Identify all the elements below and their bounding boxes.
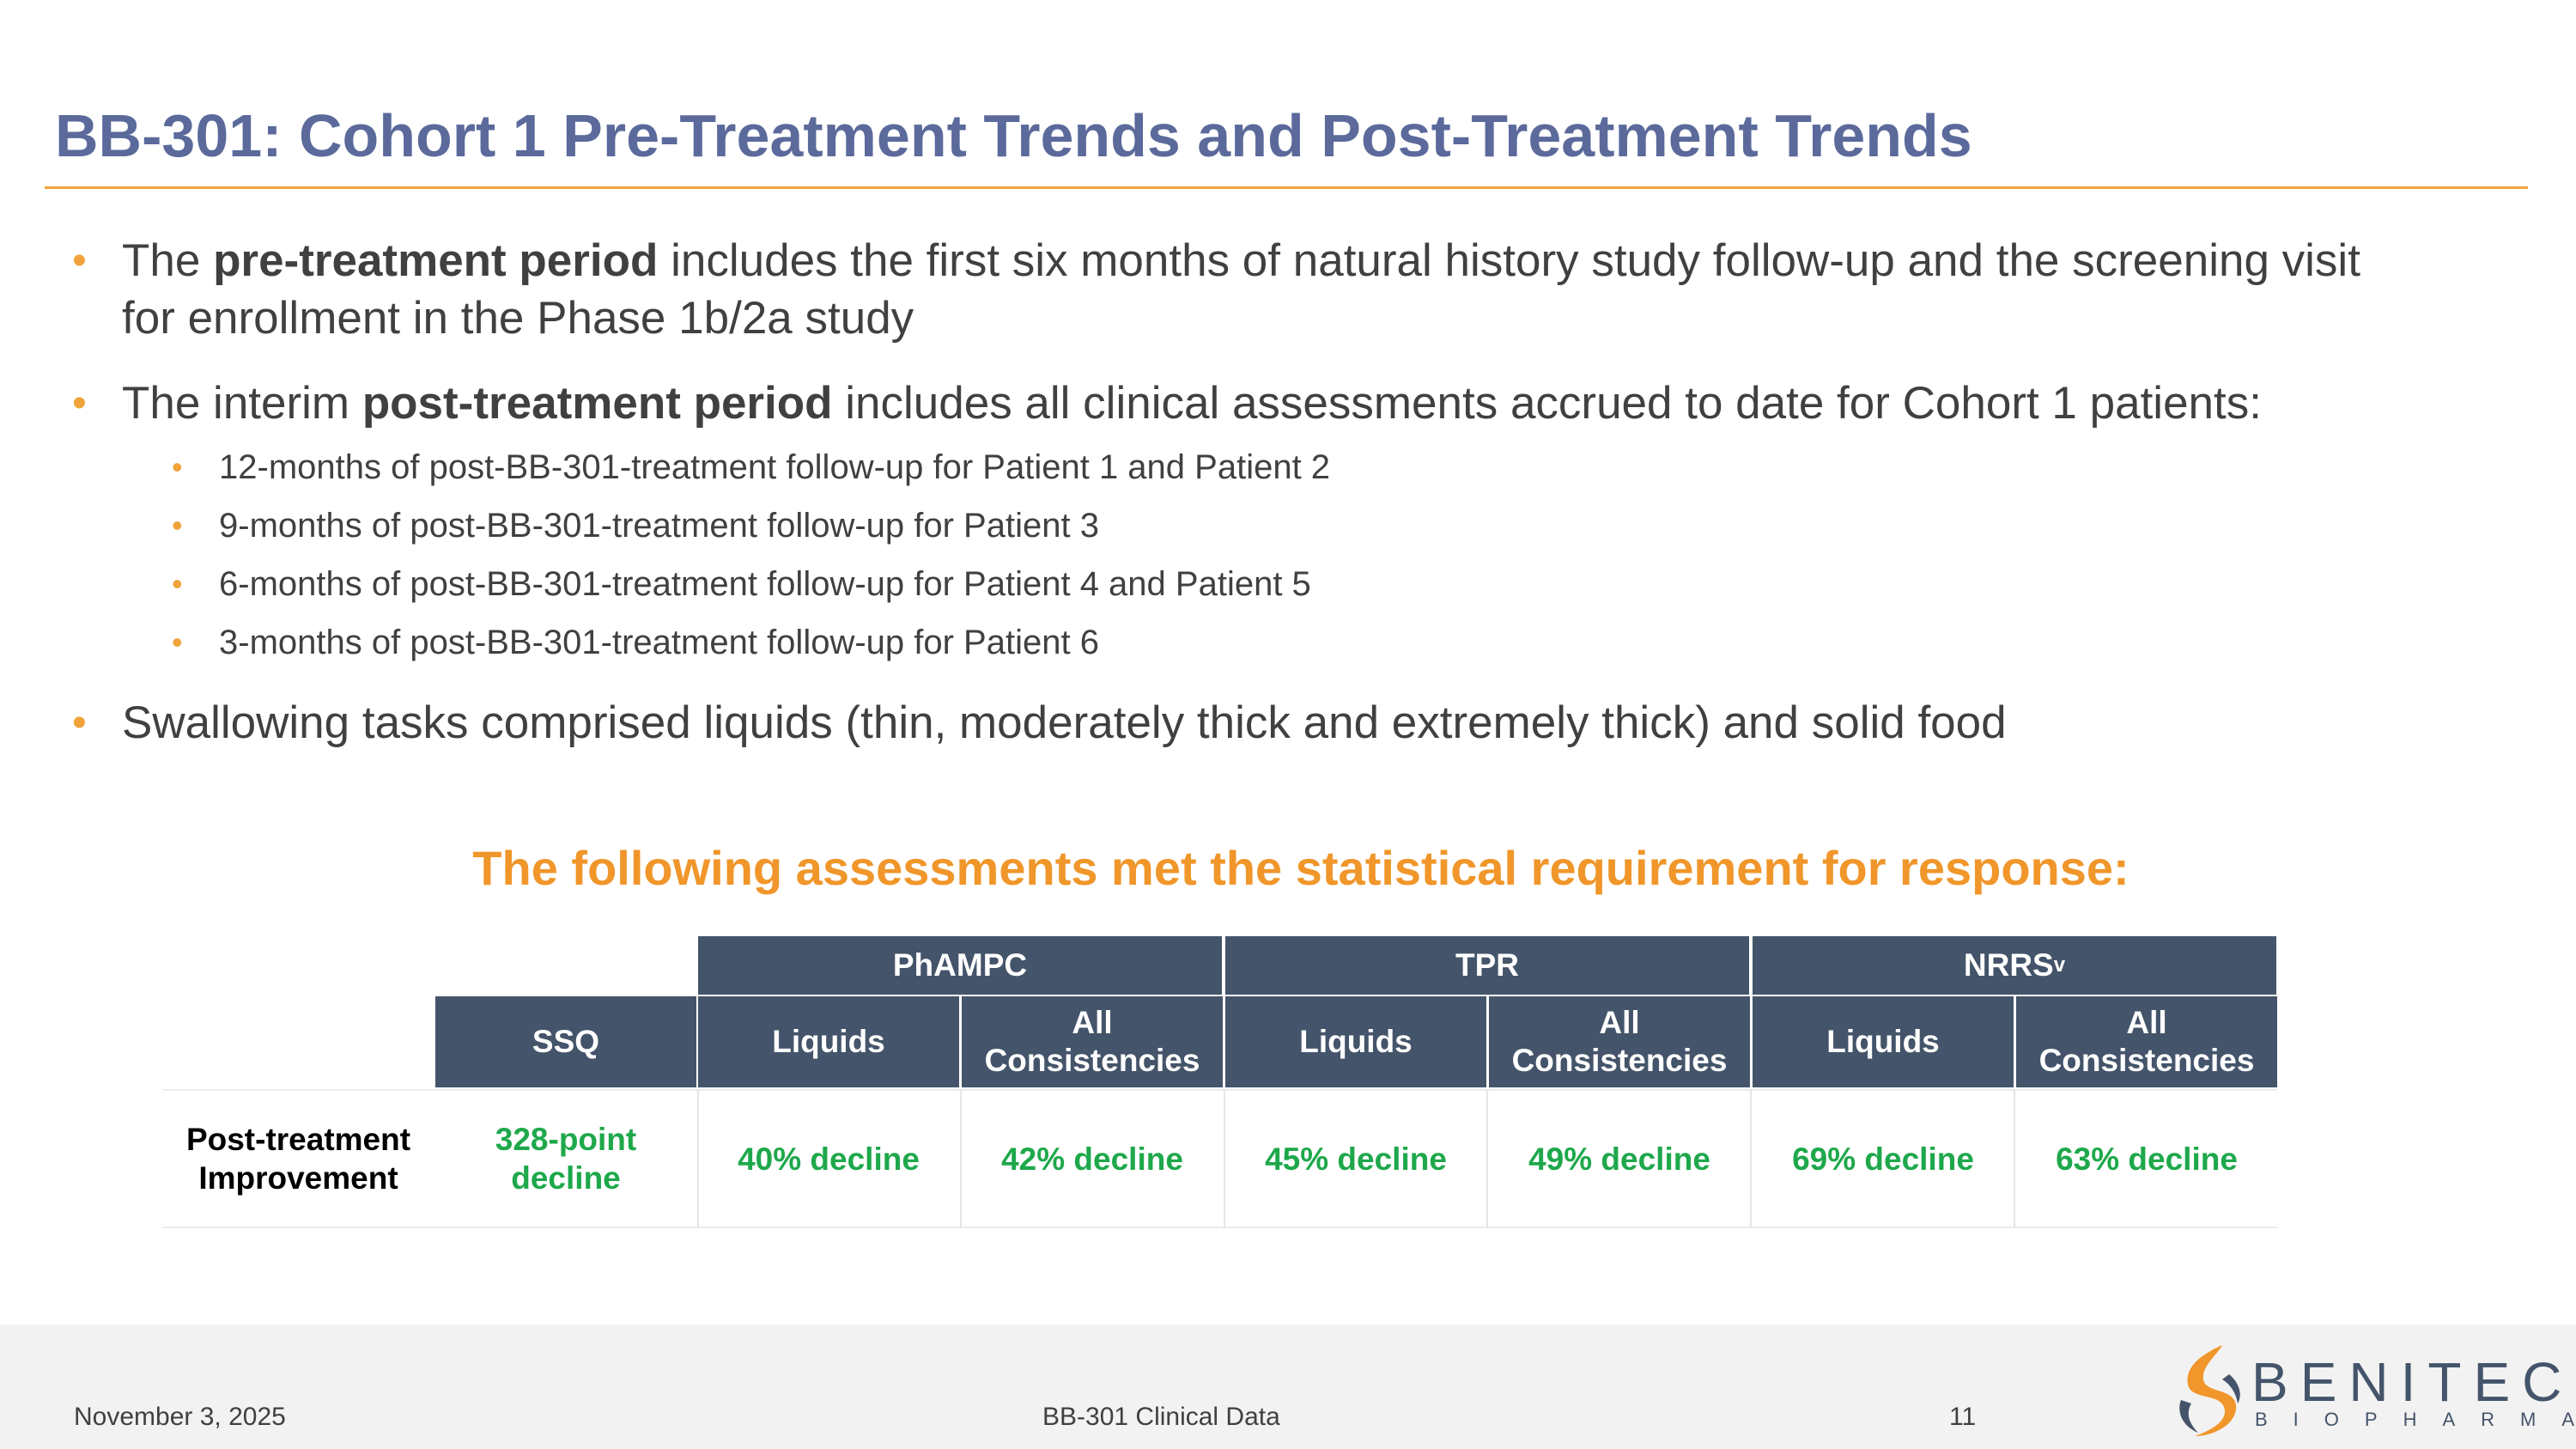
logo-subtitle: BIOPHARMA [2255, 1409, 2576, 1430]
footer-date: November 3, 2025 [74, 1403, 286, 1431]
table-divider [1750, 1089, 1752, 1228]
table-divider [2014, 1089, 2015, 1228]
bullet-dot-icon: • [72, 238, 87, 283]
sub-bullet: • 3-months of post-BB-301-treatment foll… [172, 621, 2366, 664]
benitec-logo-icon [2169, 1340, 2251, 1446]
bullet-dot-icon: • [172, 566, 183, 601]
bullet-dot-icon: • [72, 700, 87, 746]
page-number: 11 [1949, 1403, 1977, 1431]
col-header-tpr-all: All Consistencies [1487, 995, 1752, 1089]
bullet-dot-icon: • [172, 624, 183, 660]
col-header-ssq: SSQ [434, 995, 698, 1089]
title-underline [45, 186, 2528, 189]
table-divider [1486, 1089, 1488, 1228]
group-header-phampc: PhAMPC [696, 935, 1224, 996]
col-header-phampc-all: All Consistencies [960, 995, 1224, 1089]
group-header-tpr: TPR [1224, 935, 1751, 996]
footer-title: BB-301 Clinical Data [1042, 1403, 1280, 1431]
sub-bullet: • 6-months of post-BB-301-treatment foll… [172, 563, 2366, 606]
cell-phampc-all: 42% decline [1001, 1141, 1183, 1177]
cell-nrrs-liquids: 69% decline [1792, 1141, 1974, 1177]
bullet-pre-treatment: • The pre-treatment period includes the … [72, 232, 2526, 347]
sub-bullet: • 9-months of post-BB-301-treatment foll… [172, 504, 2366, 547]
row-label-post-treatment: Post-treatment Improvement [185, 1122, 411, 1196]
cell-ssq: 328-point decline [495, 1122, 637, 1196]
cell-nrrs-all: 63% decline [2056, 1141, 2238, 1177]
logo-wordmark: BENITEC [2251, 1351, 2574, 1413]
bullet-swallowing: • Swallowing tasks comprised liquids (th… [72, 694, 2526, 752]
table-divider [960, 1089, 962, 1228]
bullet-post-treatment: • The interim post-treatment period incl… [72, 374, 2526, 432]
assessment-subheading: The following assessments met the statis… [472, 841, 2129, 895]
cell-tpr-all: 49% decline [1528, 1141, 1710, 1177]
col-header-nrrs-all: All Consistencies [2014, 995, 2279, 1089]
col-header-phampc-liquids: Liquids [696, 995, 961, 1089]
group-header-nrrs: NRRS v [1751, 935, 2278, 996]
cell-tpr-liquids: 45% decline [1265, 1141, 1447, 1177]
bullet-dot-icon: • [172, 449, 183, 484]
footer-bar [0, 1324, 2576, 1449]
table-divider [697, 1089, 699, 1228]
table-divider [1224, 1089, 1225, 1228]
col-header-tpr-liquids: Liquids [1224, 995, 1488, 1089]
slide-title: BB-301: Cohort 1 Pre-Treatment Trends an… [55, 102, 1972, 169]
bullet-dot-icon: • [172, 508, 183, 543]
bullet-dot-icon: • [72, 381, 87, 426]
table-divider [163, 1227, 2277, 1228]
col-header-nrrs-liquids: Liquids [1751, 995, 2015, 1089]
sub-bullet: • 12-months of post-BB-301-treatment fol… [172, 446, 2366, 489]
table-divider [163, 1089, 2277, 1091]
cell-phampc-liquids: 40% decline [738, 1141, 920, 1177]
